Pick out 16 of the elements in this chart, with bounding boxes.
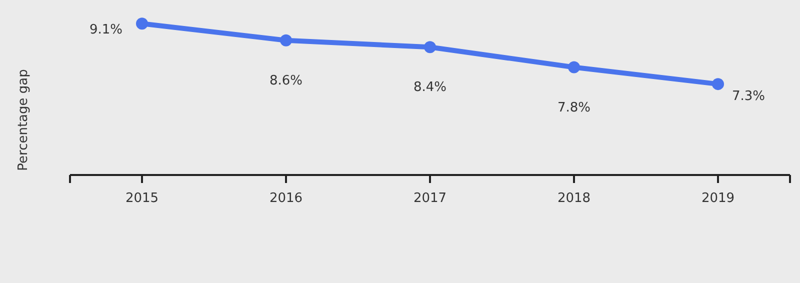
y-axis-title: Percentage gap <box>16 69 31 171</box>
point <box>136 18 148 30</box>
x-tick-label: 2018 <box>557 191 591 206</box>
point <box>712 78 724 90</box>
point <box>280 34 292 46</box>
point <box>568 61 580 74</box>
data-label: 9.1% <box>89 22 123 38</box>
data-label: 8.6% <box>269 73 303 88</box>
data-label: 7.8% <box>557 100 591 116</box>
x-tick-label: 2017 <box>413 191 447 206</box>
point <box>424 41 436 54</box>
x-tick-label: 2015 <box>125 191 159 206</box>
x-tick-label: 2016 <box>269 191 303 206</box>
x-tick-label: 2019 <box>701 191 735 206</box>
data-label: 7.3% <box>732 89 766 104</box>
data-label: 8.4% <box>413 80 447 96</box>
